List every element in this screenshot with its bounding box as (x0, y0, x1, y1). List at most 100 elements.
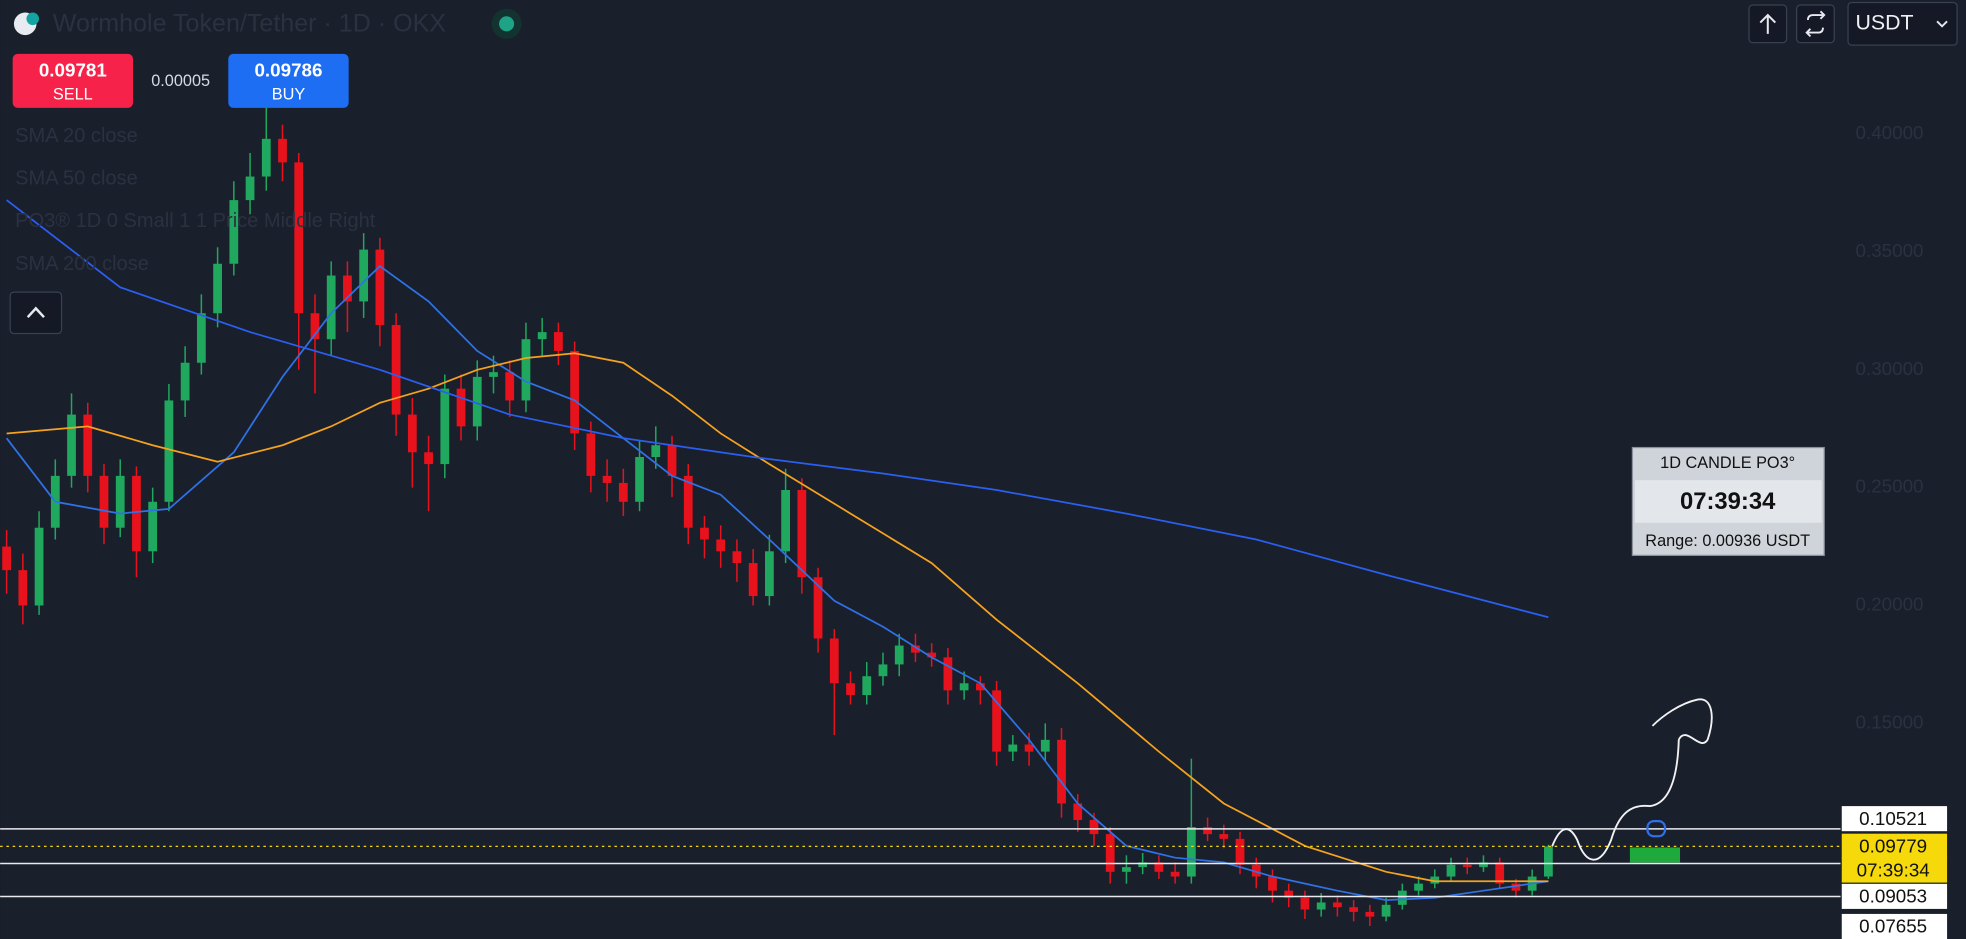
price-label: 0.10521 (1859, 808, 1927, 829)
candle-body (764, 551, 774, 597)
legend-entry: SMA 200 close (15, 253, 149, 275)
candle-body (1138, 862, 1148, 868)
candle-body (196, 313, 206, 363)
candle-body (1349, 907, 1359, 912)
candle-body (310, 313, 320, 340)
candle-body (618, 482, 628, 502)
candle-body (1479, 862, 1488, 868)
po3-title: 1D CANDLE PO3° (1660, 454, 1795, 472)
candle-body (391, 325, 401, 415)
logo-mark (26, 12, 39, 26)
candle-body (667, 445, 677, 476)
candle-body (748, 563, 758, 597)
candle-body (1122, 867, 1131, 872)
candle-body (1511, 883, 1521, 891)
candle-body (975, 683, 985, 691)
legend-entry: SMA 20 close (15, 125, 138, 147)
candle-body (1284, 890, 1294, 898)
sma-line (6, 352, 1549, 883)
candle-body (505, 372, 515, 401)
candle-body (132, 475, 141, 552)
drawing-arrow (1551, 698, 1713, 861)
candle-body (115, 475, 125, 528)
price-label: 07:39:34 (1857, 859, 1930, 880)
candle-body (862, 676, 872, 696)
status-dot (499, 16, 515, 32)
collapse-legend-button[interactable] (9, 291, 63, 335)
candle-body (1381, 904, 1391, 917)
sell-price: 0.09781 (39, 59, 107, 80)
currency-dropdown[interactable]: USDT (1847, 1, 1958, 46)
candle-body (1219, 834, 1229, 839)
price-label-box (1841, 857, 1948, 883)
candle-body (1008, 744, 1018, 752)
spread: 0.00005 (151, 72, 210, 90)
candle-body (1430, 876, 1440, 884)
candle-body (294, 162, 304, 314)
candle-body (959, 683, 969, 691)
y-tick-label: 0.30000 (1856, 358, 1924, 379)
candle-body (1495, 862, 1505, 884)
candle-body (554, 332, 563, 351)
candle-body (472, 376, 482, 427)
countdown-cell (1634, 480, 1822, 523)
buy-label: BUY (272, 86, 306, 104)
candle-body (1316, 902, 1326, 910)
button-frame (9, 291, 63, 335)
candle-body (1186, 827, 1196, 877)
candle-body (34, 527, 44, 606)
candle-body (375, 249, 385, 326)
candle-body (1251, 864, 1261, 877)
candle-body (683, 475, 693, 528)
candle-body (1397, 890, 1407, 905)
refresh-button[interactable] (1796, 4, 1835, 44)
po3-countdown: 07:39:34 (1680, 488, 1776, 515)
chevron-up (26, 306, 45, 319)
candle-body (343, 275, 352, 302)
candle-body (781, 490, 791, 552)
price-label: 0.07655 (1859, 916, 1927, 937)
plot-area: 0.40000 0.35000 0.30000 0.25000 0.20000 0.150… (0, 105, 1948, 939)
currency: USDT (1856, 10, 1914, 34)
candle-body (927, 652, 937, 658)
candle-body (213, 263, 222, 314)
candle-body (2, 546, 12, 571)
candle-body (1446, 864, 1456, 877)
sell-button[interactable]: 0.09781 SELL (12, 53, 134, 108)
drawing-circle (1646, 820, 1667, 838)
candle-body (1073, 803, 1083, 820)
po3-range: Range: 0.00936 USDT (1645, 532, 1810, 550)
candle-body (1300, 897, 1310, 910)
refresh-icon (1805, 10, 1826, 38)
candle-body (1462, 864, 1472, 868)
sma-line (5, 264, 1549, 901)
candle-body (651, 445, 661, 458)
candle-body (1105, 834, 1115, 872)
candle-body (1365, 911, 1375, 917)
candle-body (1414, 883, 1423, 891)
candle-body (278, 138, 287, 163)
candle-body (829, 638, 839, 684)
candle-body (602, 475, 612, 483)
y-tick-label: 0.25000 (1856, 476, 1924, 497)
chevron-down (1936, 20, 1948, 28)
candle-body (894, 645, 904, 665)
candle-body (456, 388, 466, 427)
candle-body (1024, 744, 1034, 752)
candle-body (67, 414, 76, 476)
y-tick-label: 0.20000 (1856, 593, 1924, 614)
upload-button[interactable] (1748, 4, 1788, 44)
candle-body (180, 362, 190, 401)
candle-body (1543, 846, 1553, 877)
dropdown-frame (1847, 1, 1958, 46)
candle-body (797, 490, 807, 578)
candle-body (700, 527, 709, 540)
y-tick-label: 0.15000 (1856, 711, 1924, 732)
candle-body (1268, 876, 1277, 891)
candle-body (1040, 739, 1050, 752)
buy-button[interactable]: 0.09786 BUY (228, 53, 349, 108)
candle-body (992, 690, 1001, 752)
candle-body (326, 275, 336, 340)
candle-body (813, 577, 823, 639)
